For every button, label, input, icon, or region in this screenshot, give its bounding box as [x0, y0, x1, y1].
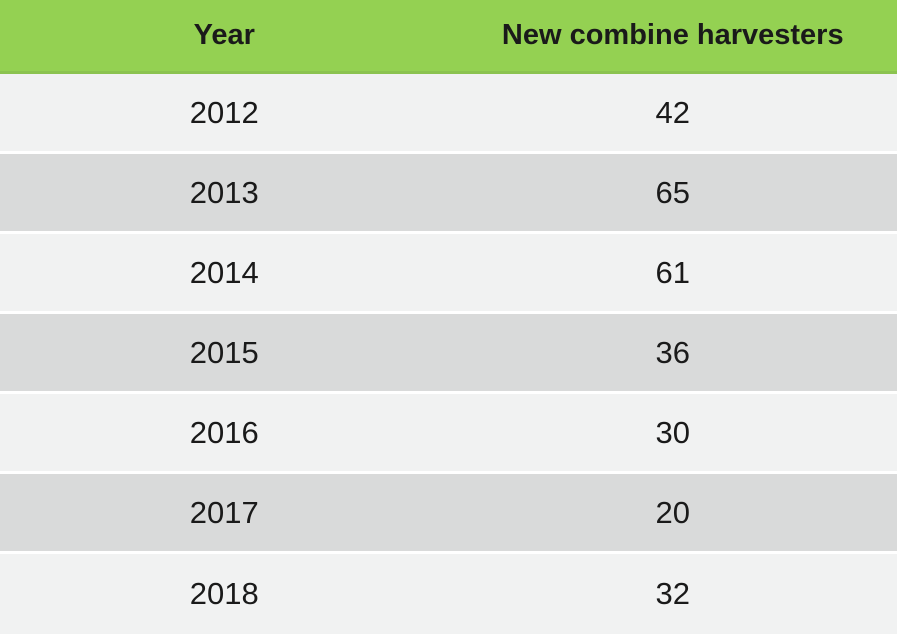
table-row: 2012 42 — [0, 74, 897, 154]
value-cell: 32 — [655, 576, 690, 611]
table-row: 2013 65 — [0, 154, 897, 234]
table-row: 2016 30 — [0, 394, 897, 474]
year-cell: 2012 — [189, 94, 259, 130]
value-cell: 20 — [655, 494, 690, 530]
table-row: 2014 61 — [0, 234, 897, 314]
value-cell: 61 — [655, 254, 690, 290]
year-cell: 2018 — [189, 576, 259, 611]
column-header-harvesters: New combine harvesters — [501, 19, 844, 51]
value-cell: 42 — [655, 94, 690, 130]
table-row: 2015 36 — [0, 314, 897, 394]
table-row: 2017 20 — [0, 474, 897, 554]
table-row: 2018 32 — [0, 554, 897, 634]
year-cell: 2014 — [189, 254, 259, 290]
column-header-year: Year — [193, 19, 255, 51]
year-cell: 2015 — [189, 334, 259, 370]
year-cell: 2016 — [189, 414, 259, 450]
year-cell: 2013 — [189, 174, 259, 210]
value-cell: 36 — [655, 334, 690, 370]
value-cell: 65 — [655, 174, 690, 210]
table-header-row: Year New combine harvesters — [0, 0, 897, 74]
value-cell: 30 — [655, 414, 690, 450]
year-cell: 2017 — [189, 494, 259, 530]
